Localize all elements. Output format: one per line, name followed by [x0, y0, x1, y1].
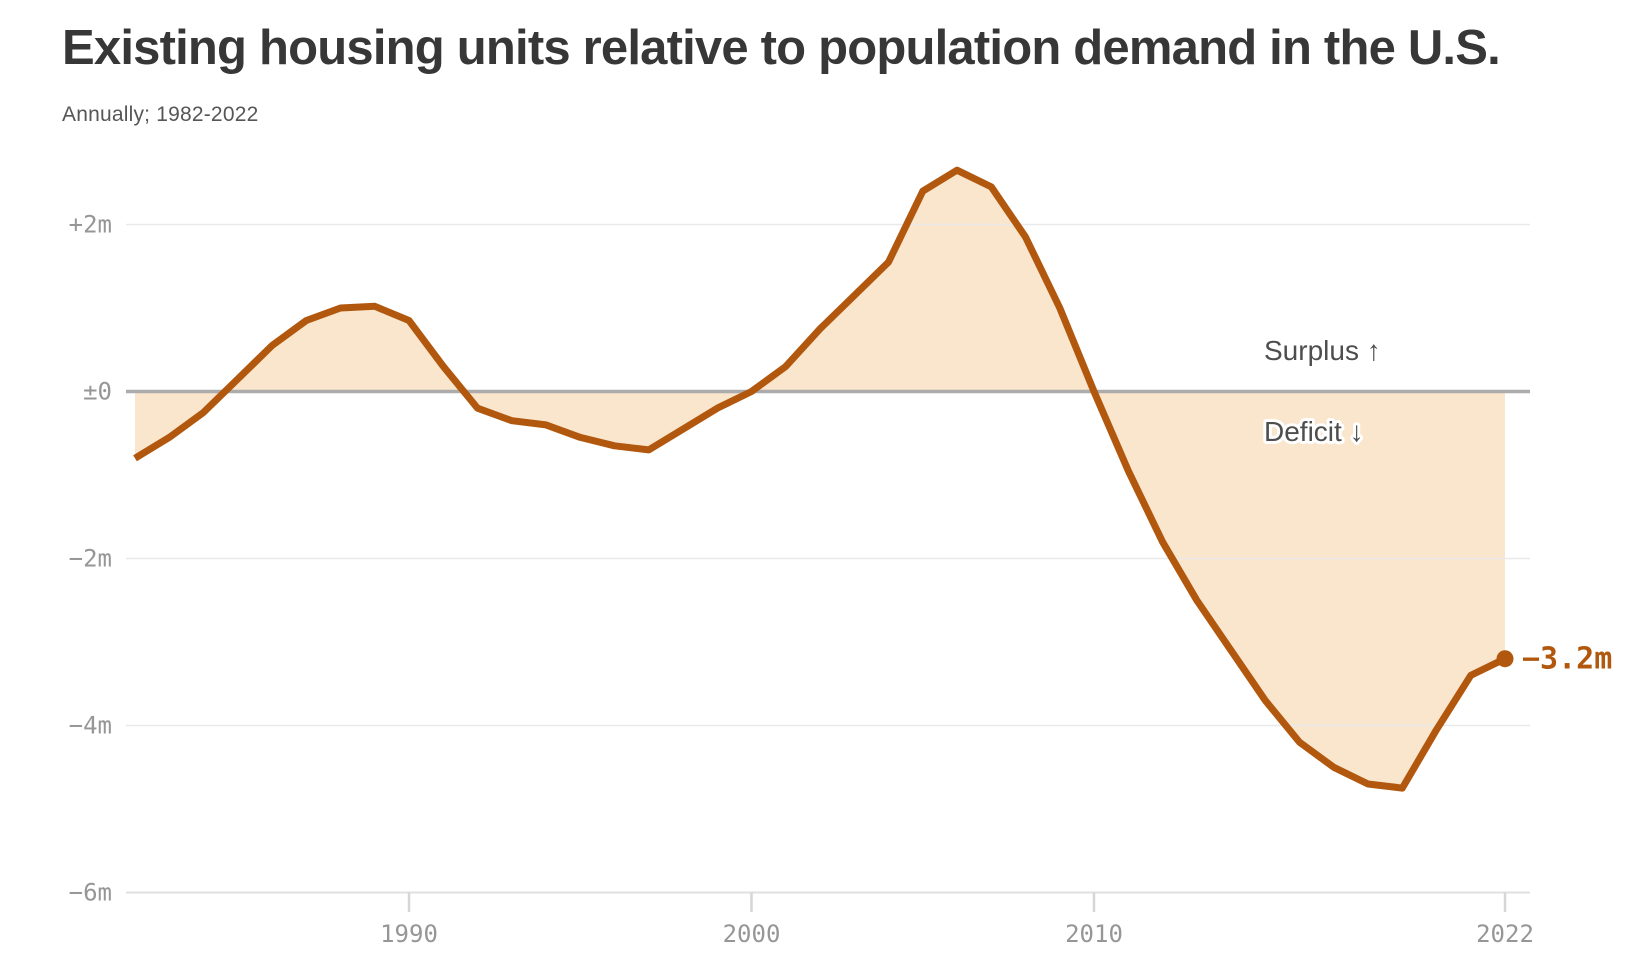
y-tick-label: ±0	[83, 378, 112, 406]
data-line	[133, 166, 1507, 792]
surplus-annotation: Surplus ↑	[1264, 335, 1381, 366]
end-value-label: −3.2m	[1522, 642, 1612, 677]
y-tick-label: −4m	[69, 712, 112, 740]
data-area-fill	[135, 170, 1505, 789]
gridline-layer	[126, 223, 1530, 894]
y-tick-label: −2m	[69, 545, 112, 573]
area-fill-layer	[135, 170, 1505, 789]
y-tick-label: −6m	[69, 879, 112, 907]
x-tick-label: 2022	[1476, 920, 1534, 948]
annotation-layer: Surplus ↑ Deficit ↓	[1261, 332, 1384, 450]
x-tick-label: 2010	[1065, 920, 1123, 948]
end-point-dot	[1496, 650, 1514, 668]
data-line-layer: −3.2m	[133, 166, 1612, 792]
deficit-annotation: Deficit ↓	[1264, 416, 1364, 447]
page-title: Existing housing units relative to popul…	[62, 21, 1501, 75]
y-tick-label: +2m	[69, 211, 112, 239]
chart-subtitle: Annually; 1982-2022	[62, 103, 259, 126]
x-tick-label: 1990	[380, 920, 438, 948]
axis-label-layer: +2m ±0 −2m −4m −6m 1990 2000 2010 2022	[69, 211, 1534, 949]
x-tick-label: 2000	[723, 920, 781, 948]
